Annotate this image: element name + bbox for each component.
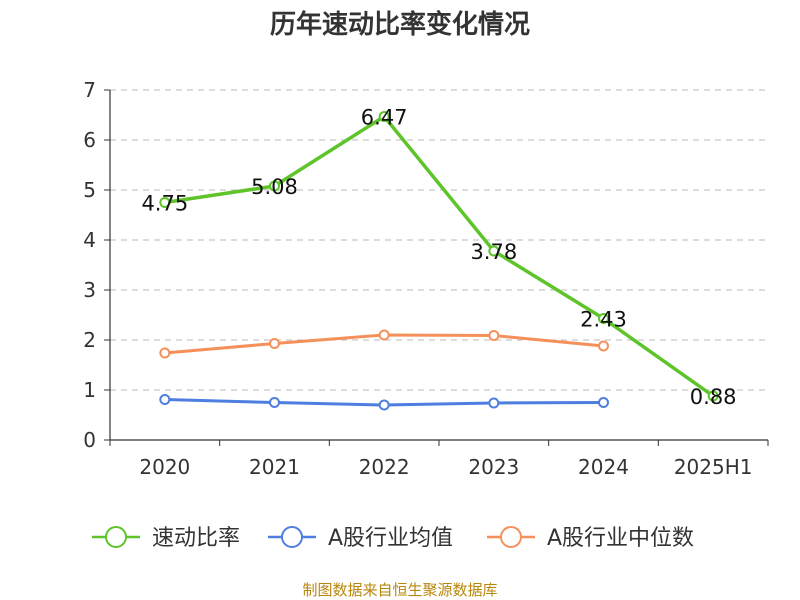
x-tick-label: 2025H1 (674, 455, 753, 479)
x-tick-label: 2020 (139, 455, 190, 479)
legend-swatch-marker (500, 526, 522, 548)
legend-label: 速动比率 (152, 526, 240, 551)
x-tick-label: 2022 (359, 455, 410, 479)
axes: 0 1 2 3 4 5 6 7 2020 2021 2022 2023 2024 2025H1 (83, 78, 769, 479)
legend-item[interactable]: A股行业均值 (268, 526, 453, 551)
x-tick-label: 2021 (249, 455, 300, 479)
series-point-0 (488, 245, 500, 257)
data-label: 6.47 (361, 106, 408, 130)
series-point-0 (378, 111, 390, 122)
series-point-1 (269, 397, 280, 408)
x-tick-label: 2023 (468, 455, 519, 479)
series-point-1 (598, 397, 609, 408)
series-point-2 (488, 330, 500, 341)
y-tick-label: 6 (83, 128, 96, 152)
data-label: 0.88 (690, 385, 737, 409)
data-label: 2.43 (580, 308, 627, 332)
data-label: 3.78 (470, 240, 517, 264)
legend-item[interactable]: 速动比率 (92, 526, 240, 551)
series-point-2 (378, 329, 390, 341)
x-tick-label: 2024 (578, 455, 629, 479)
series-point-1 (378, 399, 390, 411)
legend-label: A股行业中位数 (547, 526, 694, 551)
legend-item[interactable]: A股行业中位数 (487, 526, 694, 551)
series-point-0 (269, 180, 280, 192)
series-line-0 (164, 114, 715, 398)
data-labels: 4.75 5.08 6.47 3.78 2.43 0.88 (141, 106, 736, 410)
legend: 速动比率 A股行业均值 A股行业中位数 (92, 526, 694, 551)
y-tick-label: 3 (83, 278, 96, 302)
source-note: 制图数据来自恒生聚源数据库 (302, 581, 497, 599)
y-tick-label: 7 (83, 78, 96, 102)
series-point-0 (159, 197, 171, 208)
y-tick-label: 0 (83, 428, 96, 452)
data-label: 4.75 (141, 192, 188, 216)
data-label: 5.08 (251, 175, 298, 199)
legend-swatch-marker (105, 526, 127, 548)
series (159, 111, 719, 411)
series-point-2 (269, 338, 280, 349)
y-tick-label: 5 (83, 178, 96, 202)
y-tick-label: 1 (83, 378, 96, 402)
series-point-2 (598, 340, 609, 352)
series-point-0 (707, 390, 719, 402)
series-point-1 (159, 394, 171, 405)
chart-title: 历年速动比率变化情况 (270, 9, 530, 40)
series-point-2 (159, 347, 171, 359)
legend-swatch-marker (281, 526, 303, 548)
series-point-0 (598, 313, 609, 324)
legend-label: A股行业均值 (328, 526, 453, 551)
series-point-1 (488, 397, 500, 409)
gridlines (110, 89, 768, 391)
y-tick-label: 2 (83, 328, 96, 352)
y-tick-label: 4 (83, 228, 96, 252)
